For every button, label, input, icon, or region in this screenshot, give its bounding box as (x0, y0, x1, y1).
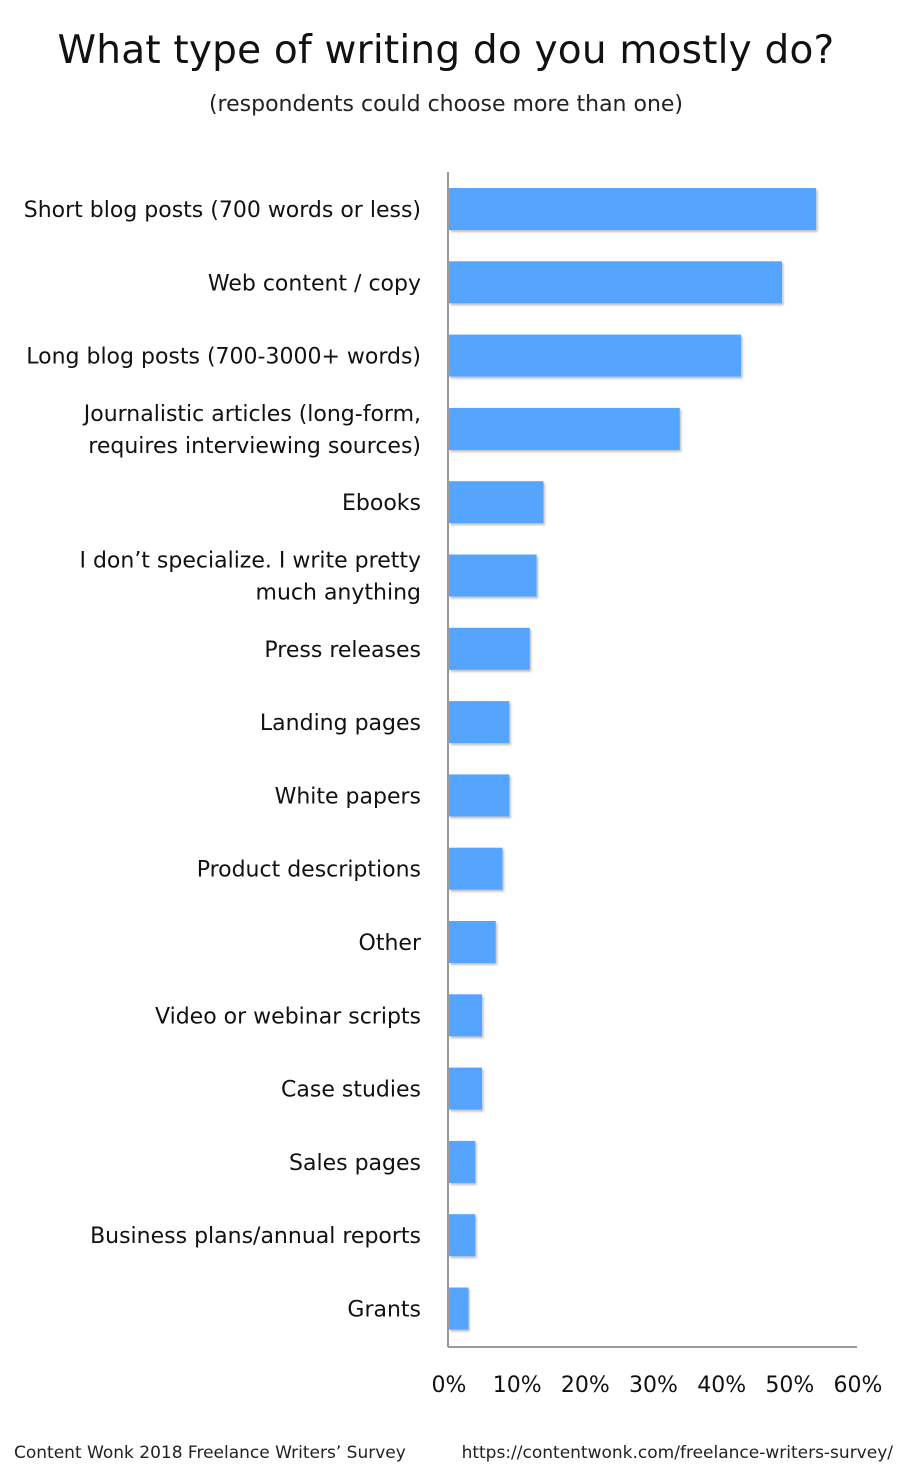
category-label-6: Press releases (264, 638, 421, 663)
bar-12 (449, 1067, 483, 1110)
x-tick-label-1: 10% (493, 1373, 542, 1398)
x-tick-labels: 0% 10% 20% 30% 40% 50% 60% (432, 1373, 883, 1398)
x-tick-label-5: 50% (765, 1373, 814, 1398)
category-label-12: Case studies (281, 1078, 421, 1103)
bars-layer (449, 188, 817, 1330)
category-label-14: Business plans/annual reports (90, 1224, 421, 1249)
bar-10 (449, 921, 496, 963)
x-tick-label-3: 30% (629, 1373, 678, 1398)
bar-9 (449, 847, 503, 890)
category-label-11: Video or webinar scripts (155, 1004, 421, 1029)
category-label-8: White papers (275, 784, 421, 809)
bar-0 (449, 188, 817, 230)
category-label-5: I don’t specialize. I write pretty much a… (79, 549, 421, 606)
bar-11 (449, 994, 483, 1037)
category-label-13: Sales pages (289, 1151, 421, 1176)
x-tick-label-6: 60% (834, 1373, 883, 1398)
bar-8 (449, 774, 510, 817)
bar-13 (449, 1140, 476, 1183)
bar-5 (449, 554, 537, 597)
category-labels: Short blog posts (700 words or less) Web … (24, 198, 422, 1323)
bar-1 (449, 261, 783, 304)
category-label-1: Web content / copy (208, 271, 421, 296)
category-label-10: Other (359, 931, 422, 956)
category-label-7: Landing pages (260, 711, 421, 736)
x-tick-label-2: 20% (561, 1373, 610, 1398)
axes (447, 172, 857, 1348)
bar-6 (449, 627, 530, 670)
bar-14 (449, 1214, 476, 1257)
chart-title: What type of writing do you mostly do? (57, 28, 835, 73)
bar-3 (449, 407, 680, 450)
bar-7 (449, 701, 510, 744)
category-label-2: Long blog posts (700-3000+ words) (26, 345, 421, 370)
source-credit: Content Wonk 2018 Freelance Writers’ Sur… (14, 1443, 406, 1463)
category-label-0: Short blog posts (700 words or less) (24, 198, 421, 223)
source-url: https://contentwonk.com/freelance-writer… (461, 1443, 893, 1463)
bar-15 (449, 1287, 469, 1330)
category-label-9: Product descriptions (197, 858, 421, 883)
x-tick-label-0: 0% (432, 1373, 467, 1398)
category-label-15: Grants (347, 1298, 421, 1323)
category-label-4: Ebooks (342, 491, 421, 516)
category-label-3: Journalistic articles (long-form, require… (82, 402, 421, 459)
chart-subtitle: (respondents could choose more than one) (208, 92, 684, 117)
bar-4 (449, 481, 544, 524)
x-tick-label-4: 40% (697, 1373, 746, 1398)
bar-2 (449, 334, 742, 377)
